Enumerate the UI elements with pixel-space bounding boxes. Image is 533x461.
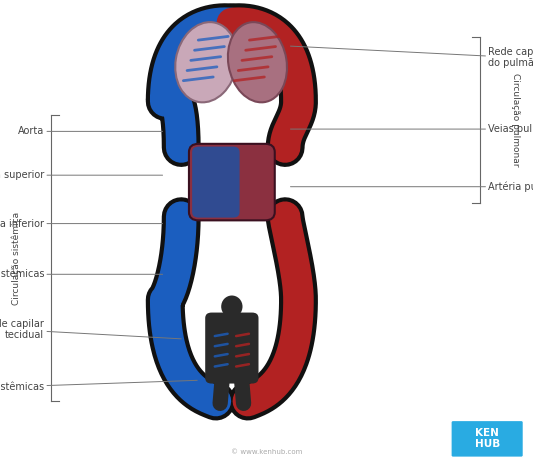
Text: Rede capilar
do pulmão: Rede capilar do pulmão — [290, 46, 533, 68]
Text: Veias pulmonares: Veias pulmonares — [290, 124, 533, 134]
Text: Rede capilar
tecidual: Rede capilar tecidual — [0, 319, 181, 340]
Ellipse shape — [221, 296, 243, 318]
FancyBboxPatch shape — [189, 144, 275, 220]
Text: Veia cava inferior: Veia cava inferior — [0, 219, 163, 229]
Text: Circulação pulmonar: Circulação pulmonar — [512, 73, 520, 166]
Text: Circulação sistêmica: Circulação sistêmica — [11, 212, 21, 305]
Ellipse shape — [175, 22, 237, 102]
Text: © www.kenhub.com: © www.kenhub.com — [231, 449, 302, 455]
Text: Artérias sistêmicas: Artérias sistêmicas — [0, 380, 197, 392]
Text: Aorta: Aorta — [18, 126, 163, 136]
Text: KEN
HUB: KEN HUB — [474, 428, 500, 449]
FancyBboxPatch shape — [192, 147, 240, 218]
FancyBboxPatch shape — [451, 420, 523, 457]
Ellipse shape — [228, 22, 287, 102]
Text: Veia cava superior: Veia cava superior — [0, 170, 163, 180]
Text: Artéria pulmonar: Artéria pulmonar — [290, 182, 533, 192]
FancyBboxPatch shape — [205, 313, 259, 384]
Text: Veias sistêmicas: Veias sistêmicas — [0, 269, 163, 279]
